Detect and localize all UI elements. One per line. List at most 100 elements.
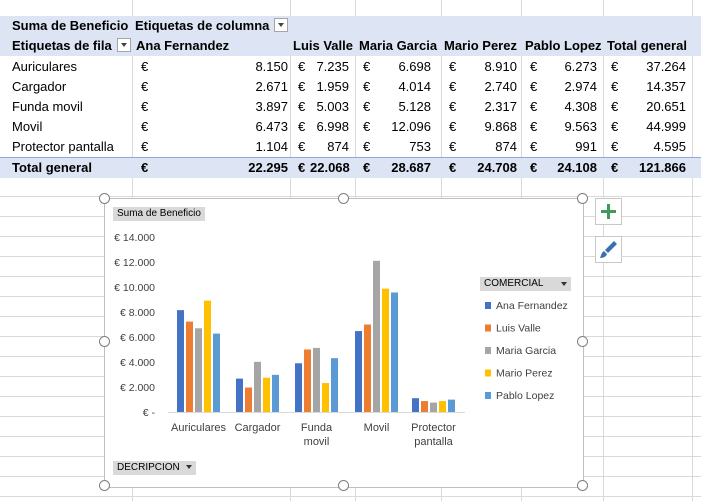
currency-symbol: € [363,79,371,94]
row-label[interactable]: Auriculares [12,59,78,74]
legend-label: Pablo Lopez [496,390,554,402]
currency-symbol: € [141,59,149,74]
value-cell[interactable]: 991 [575,139,597,154]
pivot-value-field-label[interactable]: Suma de Beneficio [12,18,129,33]
value-cell[interactable]: 1.104 [255,139,288,154]
y-tick-label: € 2.000 [120,382,155,394]
resize-handle[interactable] [577,336,588,347]
value-cell[interactable]: 121.866 [639,160,686,175]
currency-symbol: € [298,79,306,94]
column-header[interactable]: Maria Garcia [359,38,438,53]
legend-swatch [485,392,491,399]
bar [213,333,220,412]
currency-symbol: € [141,160,149,175]
bar [331,358,338,412]
currency-symbol: € [611,59,619,74]
currency-symbol: € [611,99,619,114]
x-tick-label: Cargador [235,422,281,434]
row-label[interactable]: Cargador [12,79,67,94]
currency-symbol: € [611,79,619,94]
value-cell[interactable]: 2.317 [484,99,517,114]
value-cell[interactable]: 6.273 [564,59,597,74]
bar [373,260,380,412]
value-cell[interactable]: 24.108 [557,160,597,175]
legend-swatch [485,369,491,377]
value-cell[interactable]: 9.868 [484,119,517,134]
axis-field-button[interactable]: DECRIPCION [113,461,196,475]
value-cell[interactable]: 8.150 [255,59,288,74]
currency-symbol: € [298,99,306,114]
value-cell[interactable]: 9.563 [564,119,597,134]
bar [236,378,243,412]
row-label[interactable]: Funda movil [12,99,83,114]
column-header[interactable]: Luis Valle [293,38,353,53]
value-cell[interactable]: 1.959 [316,79,349,94]
row-label[interactable]: Movil [12,119,43,134]
value-field-button[interactable]: Suma de Beneficio [113,207,205,221]
resize-handle[interactable] [338,480,349,491]
column-header[interactable]: Total general [607,38,687,53]
value-cell[interactable]: 2.671 [255,79,288,94]
pivot-header-row-2: Etiquetas de fila Ana Fernandez Luis Val… [0,36,701,56]
value-cell[interactable]: 4.595 [653,139,686,154]
value-cell[interactable]: 22.295 [248,160,288,175]
currency-symbol: € [449,79,457,94]
value-cell[interactable]: 2.974 [564,79,597,94]
value-cell[interactable]: 4.308 [564,99,597,114]
currency-symbol: € [449,160,457,175]
bar [421,401,428,412]
bar [430,402,437,412]
currency-symbol: € [363,59,371,74]
value-cell[interactable]: 5.128 [398,99,431,114]
value-cell[interactable]: 874 [495,139,517,154]
currency-symbol: € [611,119,619,134]
resize-handle[interactable] [338,193,349,204]
column-header[interactable]: Pablo Lopez [525,38,602,53]
value-cell[interactable]: 3.897 [255,99,288,114]
resize-handle[interactable] [99,336,110,347]
resize-handle[interactable] [577,193,588,204]
value-cell[interactable]: 5.003 [316,99,349,114]
value-cell[interactable]: 6.698 [398,59,431,74]
resize-handle[interactable] [577,480,588,491]
value-cell[interactable]: 28.687 [391,160,431,175]
legend-field-button[interactable]: COMERCIAL [480,277,571,291]
bar [382,288,389,412]
row-label[interactable]: Total general [12,160,92,175]
row-label[interactable]: Protector pantalla [12,139,114,154]
chart-elements-button[interactable] [595,198,622,225]
value-cell[interactable]: 7.235 [316,59,349,74]
currency-symbol: € [141,119,149,134]
value-cell[interactable]: 37.264 [646,59,686,74]
y-tick-label: € 14.000 [114,232,155,244]
column-header[interactable]: Mario Perez [444,38,517,53]
value-cell[interactable]: 22.068 [310,160,350,175]
resize-handle[interactable] [99,193,110,204]
value-cell[interactable]: 14.357 [646,79,686,94]
value-cell[interactable]: 6.473 [255,119,288,134]
value-cell[interactable]: 8.910 [484,59,517,74]
currency-symbol: € [530,119,538,134]
value-cell[interactable]: 20.651 [646,99,686,114]
resize-handle[interactable] [99,480,110,491]
value-cell[interactable]: 6.998 [316,119,349,134]
x-tick-label: movil [304,436,330,448]
pivot-chart[interactable]: Suma de Beneficio COMERCIAL DECRIPCION €… [104,198,584,488]
value-cell[interactable]: 24.708 [477,160,517,175]
x-tick-label: Protector [411,422,456,434]
column-filter-dropdown-button[interactable] [274,18,288,32]
value-cell[interactable]: 753 [409,139,431,154]
value-cell[interactable]: 44.999 [646,119,686,134]
bar [448,399,455,412]
column-header[interactable]: Ana Fernandez [136,38,230,53]
value-cell[interactable]: 12.096 [391,119,431,134]
y-tick-label: € 4.000 [120,357,155,369]
currency-symbol: € [449,59,457,74]
value-cell[interactable]: 874 [327,139,349,154]
currency-symbol: € [530,59,538,74]
bar [295,363,302,412]
chart-styles-button[interactable] [595,236,622,263]
value-cell[interactable]: 2.740 [484,79,517,94]
row-filter-dropdown-button[interactable] [117,38,131,52]
value-cell[interactable]: 4.014 [398,79,431,94]
